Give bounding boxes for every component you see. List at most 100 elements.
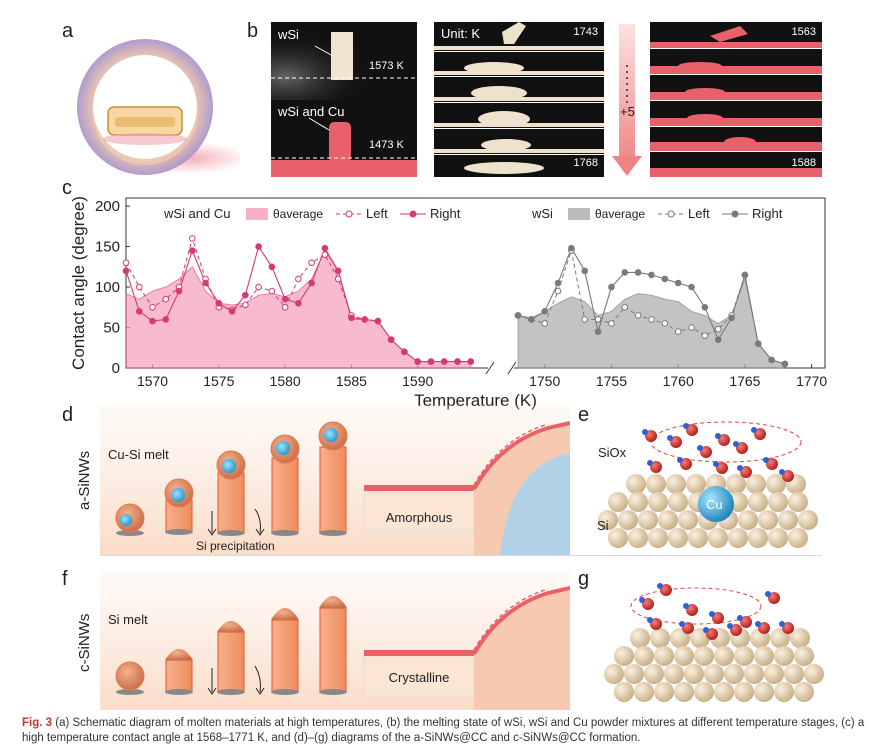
oxygen-atom	[660, 584, 672, 596]
siox-label: SiOx	[598, 445, 627, 460]
wsi-right-point	[768, 356, 775, 364]
unit-label: Unit: K	[441, 26, 481, 41]
si-atom	[668, 528, 688, 548]
oxygen-atom	[768, 592, 780, 604]
temperature-arrow	[612, 24, 642, 176]
si-bond-atom	[679, 621, 685, 627]
cu-legend-avg: θaverage	[273, 207, 323, 221]
wsi-legend-avg-swatch	[568, 208, 590, 220]
wsi-right-point	[568, 244, 575, 252]
cu-left-point	[122, 259, 130, 267]
wsi-right-point	[741, 271, 749, 279]
si-bond-atom	[751, 427, 757, 433]
wsi-left-point	[608, 320, 615, 327]
si-atom	[794, 682, 814, 702]
cu-right-point	[440, 358, 448, 365]
si-atom	[764, 664, 784, 684]
cu-right-point	[348, 314, 355, 322]
cu-right-point	[414, 358, 422, 365]
wsi-right-point	[714, 336, 722, 343]
oxygen-atom	[782, 470, 794, 482]
oxygen-atom	[650, 461, 662, 473]
cu-right-point	[281, 295, 289, 303]
oxygen-atom	[700, 446, 712, 458]
si-atom	[768, 492, 788, 512]
cu-right-point	[188, 247, 196, 254]
wsi-right-point	[581, 267, 589, 275]
cu-right-point	[122, 267, 130, 275]
wsi-right-point	[688, 283, 695, 291]
wsi-x-tick-label: 1770	[796, 373, 827, 389]
wsi-left-point	[541, 320, 548, 327]
cu-left-point	[295, 275, 302, 283]
si-atom	[598, 510, 618, 530]
si-atom	[688, 528, 708, 548]
cu-atom-label: Cu	[706, 497, 723, 512]
wsi-legend-right-marker	[731, 210, 739, 218]
cu-right-point	[202, 279, 209, 287]
col2-top-temp: 1563	[791, 26, 816, 38]
wsi-right-point	[754, 340, 762, 348]
panel-label-f: f	[62, 568, 68, 590]
si-atom	[788, 528, 808, 548]
si-atom	[754, 646, 774, 666]
si-atom	[694, 682, 714, 702]
oxygen-atom	[686, 604, 698, 616]
si-atom	[738, 510, 758, 530]
si-bond-atom	[642, 429, 648, 435]
crystalline-label: Crystalline	[388, 670, 450, 685]
wsi-cu-temp: 1473 K	[369, 139, 404, 151]
col1-bottom-temp: 1768	[573, 157, 598, 169]
si-atom	[614, 646, 634, 666]
oxygen-atom	[680, 458, 692, 470]
si-atom	[754, 682, 774, 702]
cu-right-point	[135, 308, 143, 315]
photo-strip-wsi: Unit: K 1743 1768	[434, 22, 604, 177]
photo-wsi: wSi 1573 K	[271, 22, 417, 100]
si-atom	[634, 682, 654, 702]
wsi-temp: 1573 K	[369, 60, 404, 72]
cu-legend-right: Right	[430, 206, 461, 221]
si-bond-atom	[647, 460, 653, 466]
caption-text: (a) Schematic diagram of molten material…	[22, 717, 865, 744]
si-bond-atom	[683, 603, 689, 609]
si-atom	[768, 528, 788, 548]
si-atom	[628, 492, 648, 512]
wsi-left-point	[634, 312, 642, 319]
si-atom	[734, 646, 754, 666]
si-atom	[774, 682, 794, 702]
si-atom	[748, 492, 768, 512]
oxygen-atom	[718, 434, 730, 446]
si-atom	[608, 528, 628, 548]
si-bond-atom	[765, 591, 771, 597]
si-atom	[618, 510, 638, 530]
a-sinws-side-label: a-SiNWs	[76, 450, 93, 510]
panel-e-atoms	[598, 421, 818, 548]
si-bond-atom	[703, 627, 709, 633]
si-atom	[648, 492, 668, 512]
wsi-legend-avg: θaverage	[595, 207, 645, 221]
wsi-right-point	[728, 314, 735, 322]
cu-left-point	[135, 283, 143, 291]
si-atom	[778, 510, 798, 530]
wsi-left-point	[661, 320, 669, 327]
wsi-left-point	[674, 328, 682, 335]
si-atom	[638, 510, 658, 530]
si-bond-atom	[657, 583, 663, 589]
cu-left-point	[321, 251, 329, 258]
si-bond-atom	[647, 617, 653, 623]
panel-label-d: d	[62, 404, 74, 426]
cu-legend-right-marker	[409, 210, 417, 218]
si-bond-atom	[683, 423, 689, 429]
wsi-label: wSi	[278, 27, 299, 42]
wsi-left-point	[688, 324, 695, 331]
si-atom	[630, 628, 650, 648]
panel-label-a: a	[62, 20, 74, 42]
si-atom	[666, 474, 686, 494]
wsi-left-point	[594, 316, 602, 323]
si-atom	[628, 528, 648, 548]
si-atom	[784, 664, 804, 684]
si-bond-atom	[733, 441, 739, 447]
oxygen-atom	[642, 598, 654, 610]
wsi-legend-left-marker	[667, 210, 675, 218]
